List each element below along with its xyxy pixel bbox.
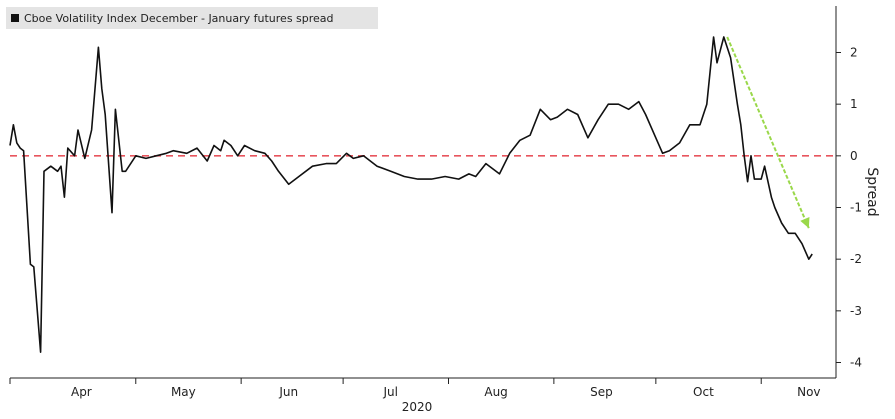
- y-tick-value: 1: [850, 97, 858, 111]
- series-group: [9, 36, 813, 354]
- tick-labels-group: 2 1 0 -1 -2 -3 -4 Spread Apr May Jun Jul Aug Sep Oct No…: [71, 46, 880, 415]
- legend: Cboe Volatility Index December - January…: [6, 7, 378, 29]
- legend-swatch: [11, 14, 19, 22]
- x-tick-label: Aug: [484, 385, 507, 399]
- y-axis-title: Spread: [864, 167, 880, 216]
- x-axis-title: 2020: [402, 400, 433, 414]
- axes-group: [9, 6, 841, 384]
- x-tick-label: Nov: [797, 385, 820, 399]
- y-tick-value: -4: [850, 356, 862, 370]
- trend-arrow-head: [800, 217, 810, 229]
- x-tick-label: Oct: [693, 385, 714, 399]
- x-tick-label: Jun: [278, 385, 298, 399]
- trend-arrow-shaft: [726, 36, 810, 229]
- y-tick-value: -2: [850, 252, 862, 266]
- y-tick-value: 2: [850, 46, 858, 60]
- x-tick-label: Jul: [382, 385, 397, 399]
- trend-arrow-group: [726, 36, 810, 229]
- legend-label: Cboe Volatility Index December - January…: [24, 11, 334, 25]
- x-tick-label: Apr: [71, 385, 92, 399]
- series-line: [9, 36, 813, 354]
- x-tick-label: May: [171, 385, 196, 399]
- y-tick-value: -1: [850, 201, 862, 215]
- y-tick-value: -3: [850, 304, 862, 318]
- x-tick-label: Sep: [590, 385, 613, 399]
- y-tick-value: 0: [850, 149, 858, 163]
